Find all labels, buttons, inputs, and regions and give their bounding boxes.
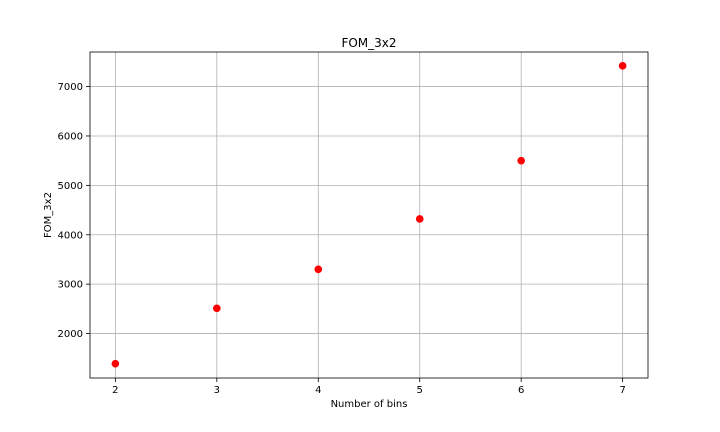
x-tick-label: 2 [112,385,118,396]
y-tick-label: 4000 [58,230,83,241]
y-tick-label: 6000 [58,131,83,142]
data-point [415,215,424,223]
x-tick-label: 3 [214,385,220,396]
y-tick-label: 7000 [58,82,83,93]
y-tick-label: 2000 [58,329,83,340]
x-tick-label: 7 [619,385,625,396]
y-tick-label: 3000 [58,280,83,291]
data-point [111,359,120,368]
data-point [213,304,221,313]
axis-ticks: 2 3 4 5 6 7 2000 3000 4000 5000 6000 7000 [58,82,626,396]
chart-title: FOM_3x2 [341,36,396,50]
grid-lines [90,52,648,378]
data-point [618,62,627,70]
data-point [314,265,323,274]
x-tick-label: 5 [417,385,423,396]
x-tick-label: 6 [518,385,524,396]
data-point [517,156,525,165]
data-points [111,62,627,368]
plot-frame [89,51,649,379]
x-tick-label: 4 [315,385,321,396]
x-axis-label: Number of bins [331,399,408,410]
y-tick-label: 5000 [58,181,83,192]
y-axis-label: FOM_3x2 [43,192,54,238]
